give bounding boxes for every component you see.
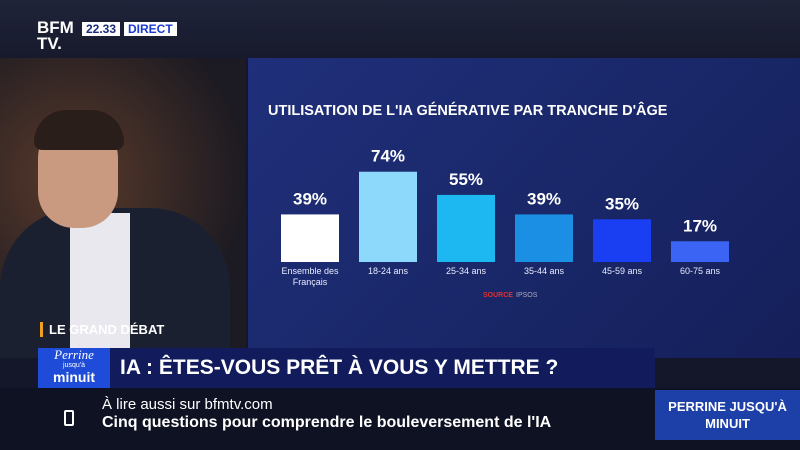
bar xyxy=(593,219,651,262)
show-logo: Perrine jusqu'à minuit xyxy=(38,348,110,388)
headline: IA : ÊTES-VOUS PRÊT À VOUS Y METTRE ? xyxy=(110,348,655,388)
bar xyxy=(515,214,573,262)
category-label: 25-34 ans xyxy=(445,266,487,276)
bar xyxy=(281,214,339,262)
person-hair xyxy=(34,110,124,150)
chart-title: UTILISATION DE L'IA GÉNÉRATIVE PAR TRANC… xyxy=(268,101,668,119)
logo: BFM TV. xyxy=(37,18,74,53)
bar xyxy=(671,241,729,262)
category-label: 35-44 ans xyxy=(523,266,565,276)
category-label: 18-24 ans xyxy=(367,266,409,276)
live: DIRECT xyxy=(124,22,177,36)
logo-end: minuit xyxy=(53,369,95,385)
value-label: 17% xyxy=(683,216,717,235)
ticker-kicker: À lire aussi sur bfmtv.com xyxy=(102,396,273,413)
category-label: Ensemble des Français xyxy=(281,266,339,287)
value-label: 39% xyxy=(293,189,327,208)
value-label: 35% xyxy=(605,194,639,213)
time: 22.33 xyxy=(82,22,121,36)
person-shirt xyxy=(70,213,130,353)
chart-panel xyxy=(248,58,800,358)
logo-bottom: TV. xyxy=(37,34,62,53)
studio-video xyxy=(0,58,246,358)
segment: LE GRAND DÉBAT xyxy=(40,322,164,337)
ticker-text: Cinq questions pour comprendre le boulev… xyxy=(102,414,552,431)
logo-small: jusqu'à xyxy=(63,362,85,369)
bar xyxy=(359,171,417,262)
value-label: 55% xyxy=(449,170,483,189)
source: IPSOS xyxy=(516,292,538,299)
ticker-icon xyxy=(64,410,74,426)
category-label: 45-59 ans xyxy=(601,266,643,276)
source-label: SOURCE xyxy=(483,292,513,299)
value-label: 74% xyxy=(371,147,405,166)
logo-top: BFM xyxy=(37,18,74,37)
value-label: 39% xyxy=(527,189,561,208)
side-box: PERRINE JUSQU'À MINUIT xyxy=(655,390,800,440)
bar xyxy=(437,194,495,262)
logo-name: Perrine xyxy=(54,347,94,362)
category-label: 60-75 ans xyxy=(679,266,721,276)
